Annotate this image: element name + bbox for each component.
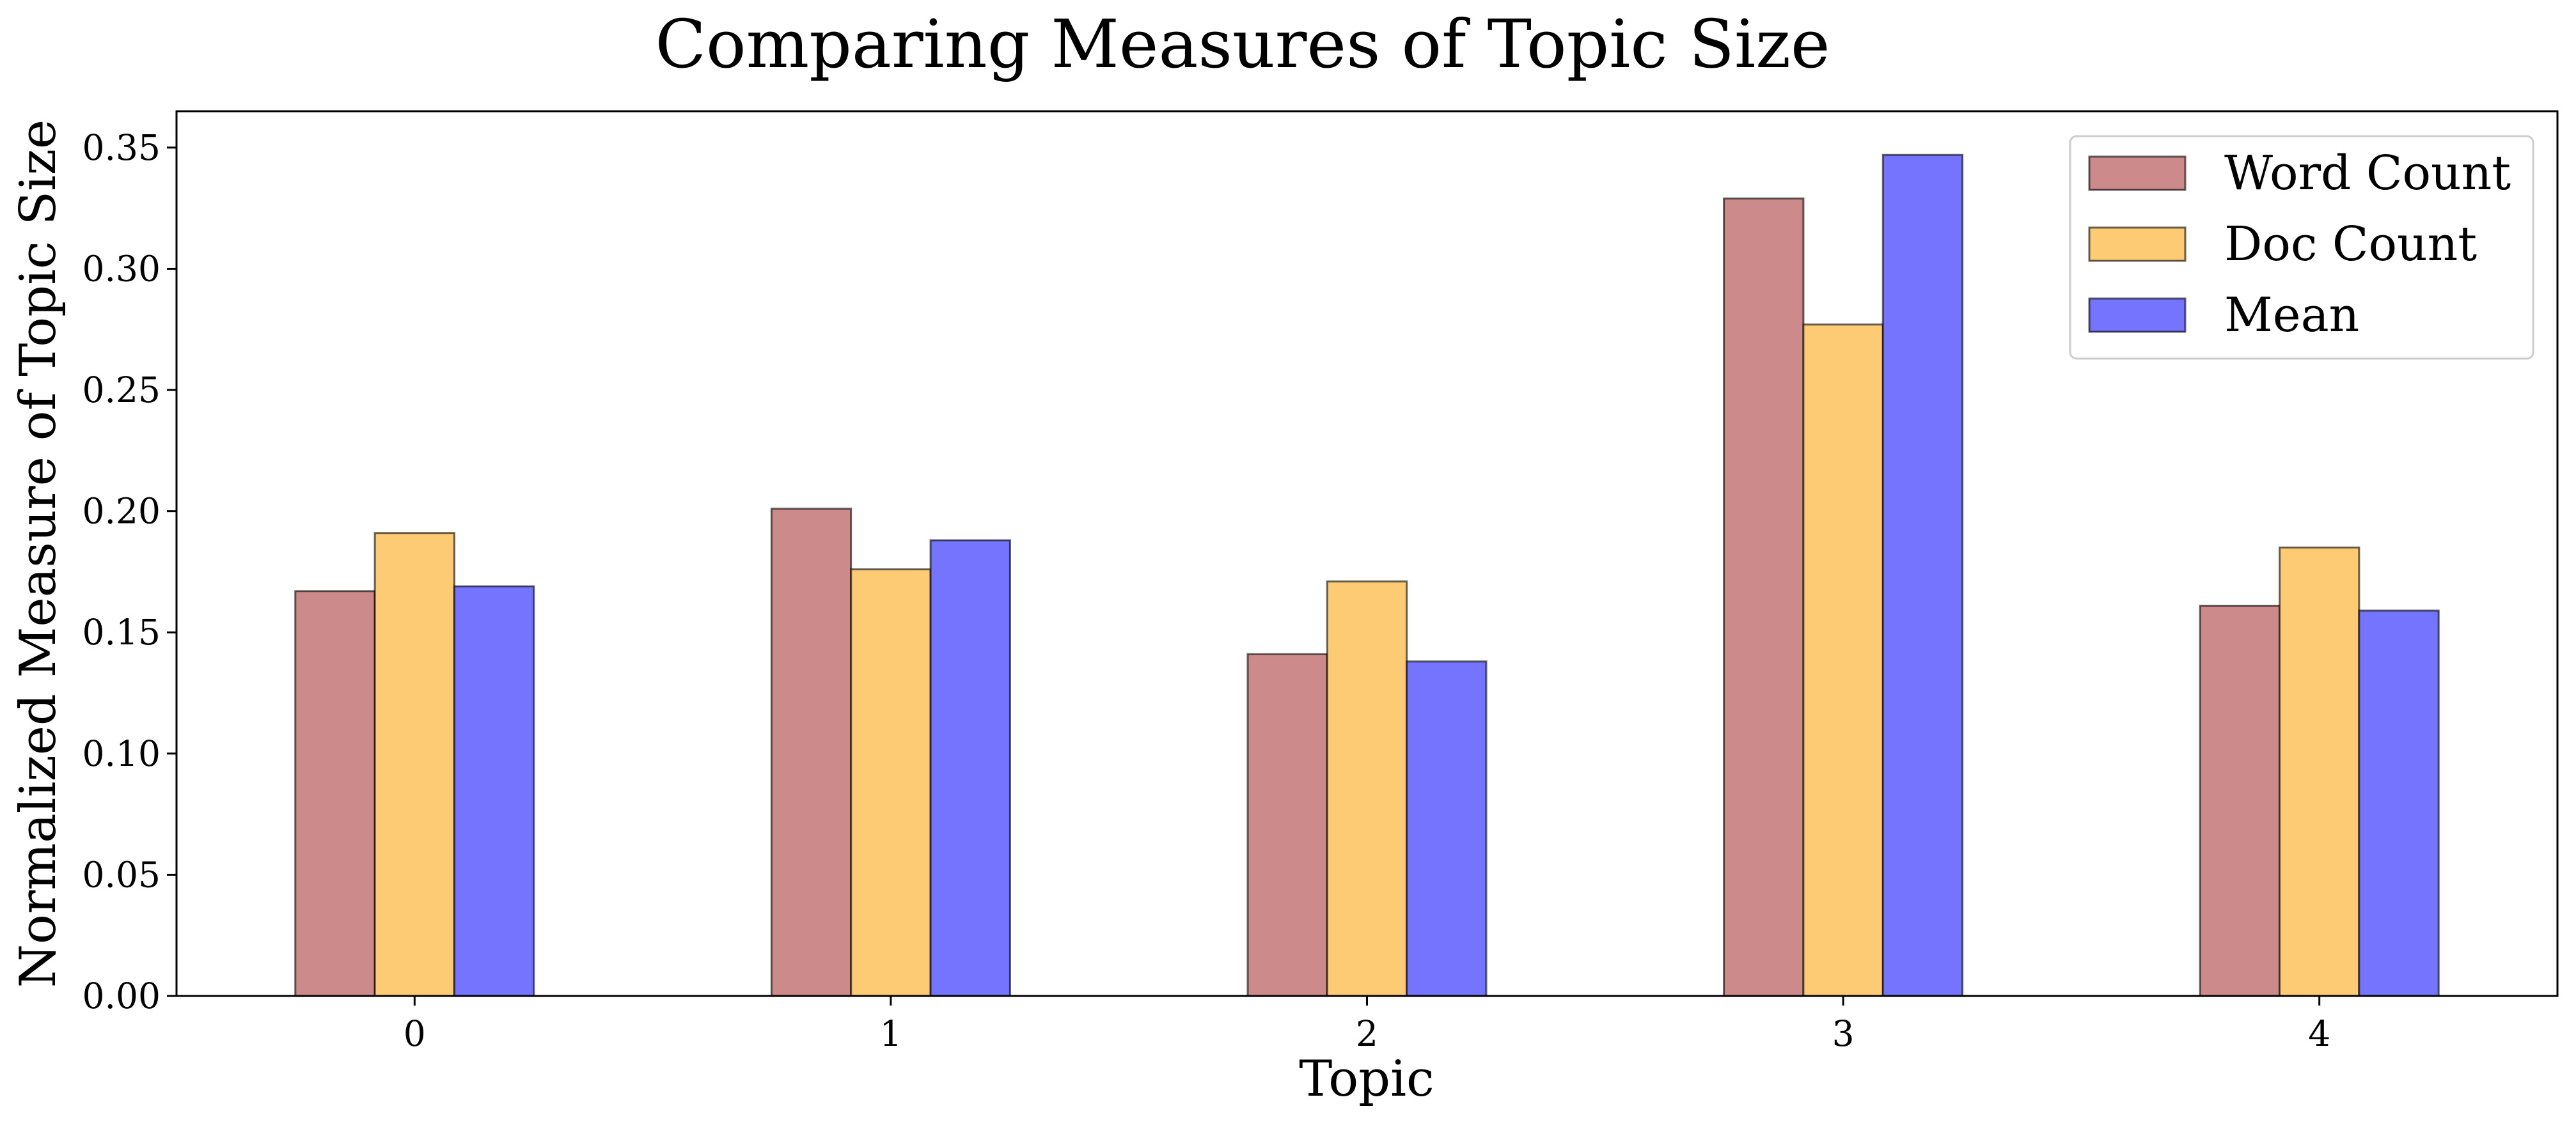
bar-word-count-4 xyxy=(2199,605,2281,997)
bar-word-count-3 xyxy=(1723,198,1805,997)
legend-label-mean: Mean xyxy=(2224,288,2359,343)
legend-swatch-doc-count xyxy=(2088,226,2187,262)
bar-doc-count-0 xyxy=(373,532,455,997)
x-tick-label: 0 xyxy=(404,1013,426,1054)
legend-label-word-count: Word Count xyxy=(2224,146,2511,201)
x-tick-label: 3 xyxy=(1832,1013,1855,1054)
y-axis-label: Normalized Measure of Topic Size xyxy=(10,120,67,988)
x-tick-label: 4 xyxy=(2308,1013,2330,1054)
bars-layer xyxy=(294,153,2440,997)
legend-items: Word Count Doc Count Mean xyxy=(2088,146,2511,343)
bar-mean-4 xyxy=(2358,609,2440,997)
x-axis-label: Topic xyxy=(1299,1050,1434,1108)
x-tick-label: 2 xyxy=(1356,1013,1378,1054)
x-tick-label: 1 xyxy=(879,1013,902,1054)
bar-mean-3 xyxy=(1881,153,1964,997)
legend-swatch-mean xyxy=(2088,297,2187,333)
y-tick-label: 0.00 xyxy=(82,975,161,1016)
legend-swatch-word-count xyxy=(2088,155,2187,191)
bar-doc-count-4 xyxy=(2279,547,2360,997)
x-axis-ticks: 0 1 2 3 4 xyxy=(404,996,2330,1054)
bar-word-count-1 xyxy=(770,508,852,997)
bar-doc-count-3 xyxy=(1802,323,1884,997)
bar-mean-0 xyxy=(453,585,535,997)
bar-word-count-0 xyxy=(294,590,376,997)
y-tick-label: 0.10 xyxy=(82,733,161,774)
chart-title: Comparing Measures of Topic Size xyxy=(655,5,1830,83)
bar-doc-count-2 xyxy=(1326,580,1408,997)
bar-mean-2 xyxy=(1406,660,1488,997)
y-tick-label: 0.05 xyxy=(82,854,161,895)
axes-frame xyxy=(175,110,2559,997)
legend: Word Count Doc Count Mean xyxy=(2069,135,2534,360)
bar-word-count-2 xyxy=(1246,653,1328,997)
y-tick-label: 0.30 xyxy=(82,248,161,289)
y-tick-label: 0.20 xyxy=(82,491,161,532)
legend-label-doc-count: Doc Count xyxy=(2224,217,2477,272)
y-tick-label: 0.35 xyxy=(82,127,161,168)
bar-doc-count-1 xyxy=(850,568,932,997)
y-axis-ticks: 0.00 0.05 0.10 0.15 0.20 0.25 0.30 0.35 xyxy=(82,127,177,1016)
y-tick-label: 0.25 xyxy=(82,369,161,410)
bar-mean-1 xyxy=(929,539,1011,997)
y-tick-label: 0.15 xyxy=(82,612,161,653)
